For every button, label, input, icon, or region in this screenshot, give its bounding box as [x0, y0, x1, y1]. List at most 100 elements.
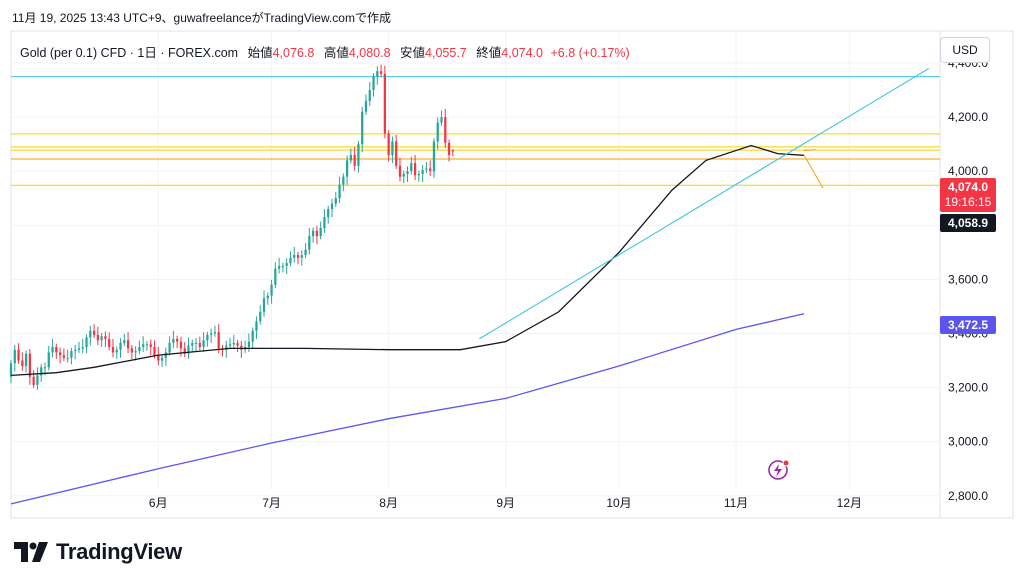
open-label: 始値 [247, 46, 273, 60]
candle-body [323, 217, 326, 229]
candle-body [168, 342, 171, 353]
candle-body [379, 71, 383, 74]
candle-body [447, 142, 451, 155]
candle-body [376, 71, 379, 77]
ma-long [10, 313, 805, 505]
candle-body [315, 230, 319, 237]
x-tick-label: 7月 [262, 496, 281, 510]
close-value: 4,074.0 [501, 46, 543, 60]
candle-body [217, 332, 220, 349]
candle-body [115, 349, 118, 353]
candle-body [176, 338, 179, 342]
candle-body [43, 367, 47, 369]
candle-body [100, 336, 103, 341]
candle-body [213, 332, 217, 334]
candle-body [345, 160, 349, 177]
candle-body [58, 352, 62, 356]
candle-body [138, 347, 141, 352]
candle-body [232, 342, 235, 345]
candles[interactable] [9, 64, 454, 390]
tradingview-icon [14, 542, 48, 562]
candle-body [285, 263, 288, 266]
price-axis[interactable]: 4,400.04,200.04,000.03,800.03,600.03,400… [948, 56, 988, 503]
candle-body [104, 336, 107, 339]
high-label: 高値 [323, 46, 349, 60]
candle-body [391, 141, 394, 155]
candle-body [13, 349, 16, 364]
change-value: +6.8 (+0.17%) [550, 46, 630, 60]
candle-body [160, 357, 164, 361]
candle-body [274, 268, 277, 285]
candle-body [289, 257, 292, 264]
currency-button[interactable]: USD [940, 37, 990, 63]
candle-body [451, 150, 454, 152]
projection-line [803, 154, 824, 189]
grid [11, 31, 940, 497]
candle-body [225, 345, 228, 350]
candle-body [164, 352, 167, 358]
candle-body [368, 90, 371, 101]
candle-body [262, 298, 266, 312]
y-tick-label: 3,000.0 [948, 435, 988, 449]
candle-body [130, 348, 133, 353]
x-tick-label: 9月 [496, 496, 515, 510]
candle-body [300, 255, 303, 258]
candle-body [349, 155, 353, 161]
candle-body [270, 284, 273, 296]
open-value: 4,076.8 [272, 46, 315, 60]
candle-body [119, 342, 122, 350]
candle-body [210, 333, 213, 335]
candle-body [55, 347, 58, 353]
candle-body [436, 122, 439, 142]
candle-body [111, 347, 115, 353]
candle-body [134, 351, 137, 353]
candle-body [357, 144, 360, 166]
candle-body [247, 341, 251, 348]
y-tick-label: 4,000.0 [948, 164, 988, 178]
candle-body [398, 165, 402, 177]
ma-long-badge: 3,472.5 [940, 316, 996, 334]
ma-short [10, 144, 805, 377]
candle-body [77, 348, 81, 350]
candle-body [338, 184, 341, 199]
logo-text: TradingView [56, 539, 182, 564]
lightning-icon[interactable] [768, 459, 790, 480]
candle-body [444, 117, 447, 143]
candle-body [179, 341, 183, 349]
candle-body [66, 357, 69, 359]
y-tick-label: 4,200.0 [948, 110, 988, 124]
candle-body [24, 353, 28, 366]
candle-body [255, 321, 258, 331]
trendline[interactable] [479, 68, 929, 340]
candle-body [236, 342, 239, 346]
candle-body [372, 76, 375, 91]
trendline-line [479, 68, 929, 340]
x-tick-label: 6月 [149, 496, 168, 510]
y-tick-label: 3,200.0 [948, 381, 988, 395]
x-tick-label: 10月 [606, 496, 631, 510]
candle-body [142, 344, 145, 348]
candle-body [70, 351, 73, 358]
symbol-name[interactable]: Gold (per 0.1) CFD · 1日 · FOREX.com [20, 46, 239, 60]
horizontal-lines[interactable] [11, 76, 940, 186]
candle-body [308, 236, 311, 250]
tradingview-logo[interactable]: TradingView [14, 538, 182, 566]
low-label: 安値 [400, 46, 426, 60]
candle-body [327, 209, 330, 218]
candle-body [353, 155, 356, 166]
candle-body [74, 349, 77, 352]
candle-body [108, 338, 111, 348]
candle-body [410, 163, 413, 172]
candle-body [17, 349, 20, 361]
candle-body [421, 169, 424, 174]
candle-body [198, 342, 201, 348]
candle-body [293, 255, 296, 258]
candle-body [126, 340, 130, 349]
candle-body [92, 330, 96, 335]
last-price-value: 4,074.0 [948, 180, 988, 194]
candle-body [440, 117, 443, 123]
time-axis[interactable]: 6月 7月 8月 9月 10月 11月 12月 [149, 496, 862, 510]
candle-body [395, 141, 398, 166]
candle-body [47, 352, 50, 368]
